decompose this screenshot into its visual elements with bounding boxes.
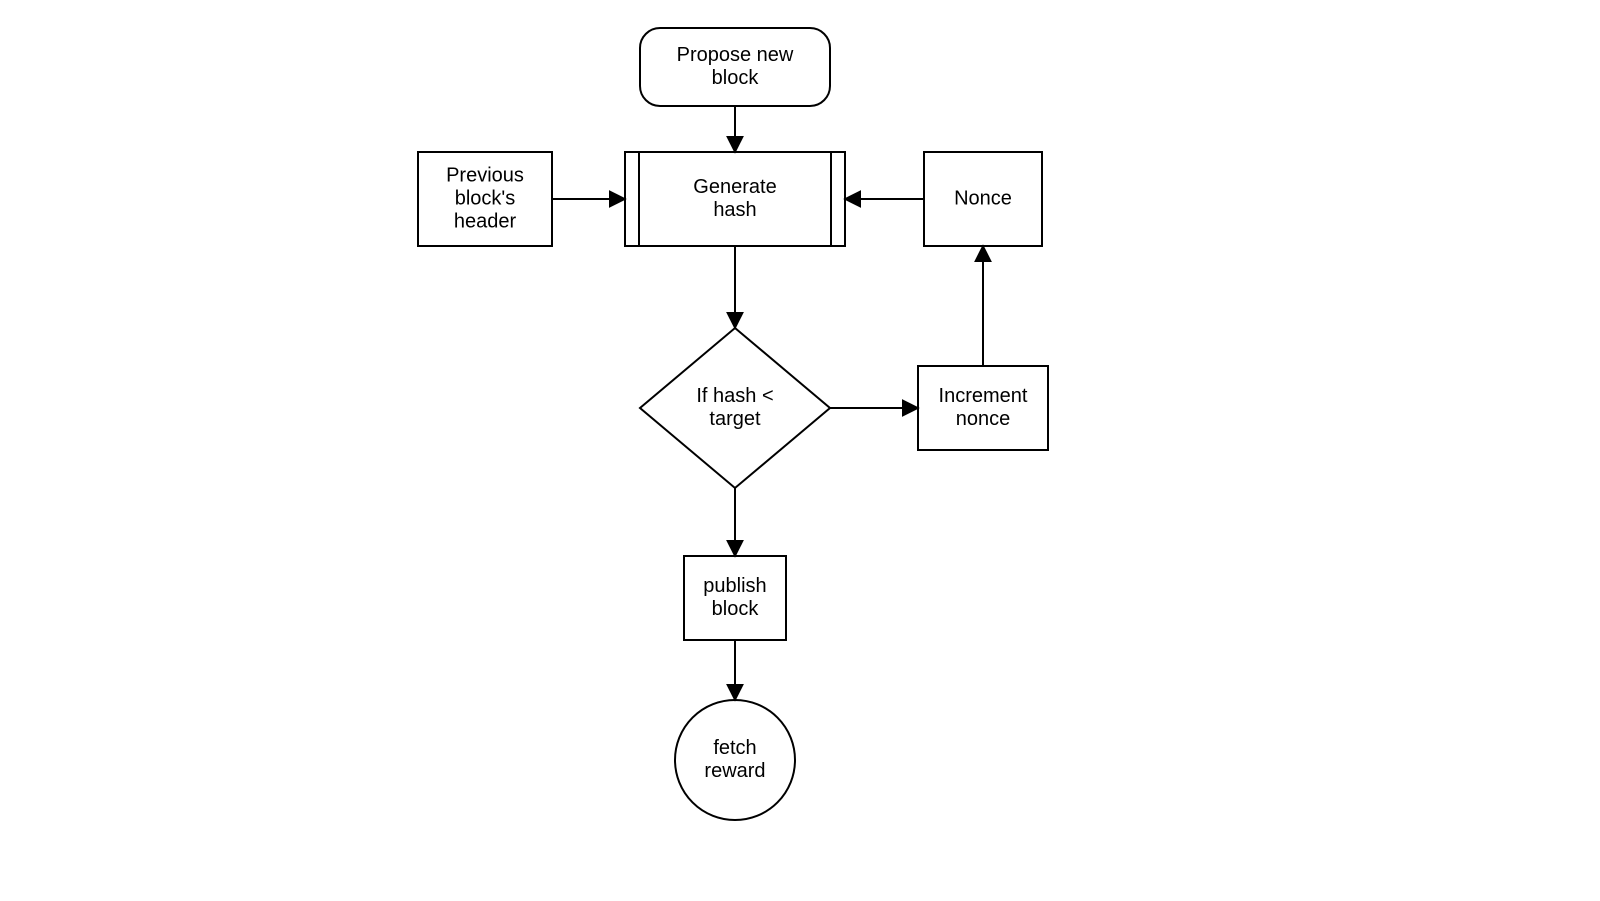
- reward-label-line-1: reward: [704, 760, 765, 782]
- node-prev-header: Previousblock'sheader: [418, 152, 552, 246]
- increment-nonce-label-line-1: nonce: [956, 408, 1011, 430]
- increment-nonce-label-line-0: Increment: [939, 385, 1028, 407]
- generate-hash-label-line-1: hash: [713, 199, 756, 221]
- flowchart-canvas: Propose newblockPreviousblock'sheaderGen…: [0, 0, 1600, 901]
- propose-label-line-0: Propose new: [677, 44, 794, 66]
- decision-label-line-1: target: [709, 408, 761, 430]
- prev-header-label-line-0: Previous: [446, 164, 524, 186]
- node-generate-hash: Generatehash: [625, 152, 845, 246]
- node-reward: fetchreward: [675, 700, 795, 820]
- node-increment-nonce: Incrementnonce: [918, 366, 1048, 450]
- node-publish: publishblock: [684, 556, 786, 640]
- nonce-label-line-0: Nonce: [954, 187, 1012, 209]
- publish-label-line-0: publish: [703, 575, 766, 597]
- node-propose: Propose newblock: [640, 28, 830, 106]
- reward-label-line-0: fetch: [713, 737, 756, 759]
- propose-label-line-1: block: [712, 67, 760, 89]
- prev-header-label-line-1: block's: [455, 187, 516, 209]
- node-decision: If hash <target: [640, 328, 830, 488]
- publish-label-line-1: block: [712, 598, 760, 620]
- node-nonce: Nonce: [924, 152, 1042, 246]
- generate-hash-label-line-0: Generate: [693, 176, 776, 198]
- decision-label-line-0: If hash <: [696, 385, 773, 407]
- prev-header-label-line-2: header: [454, 210, 517, 232]
